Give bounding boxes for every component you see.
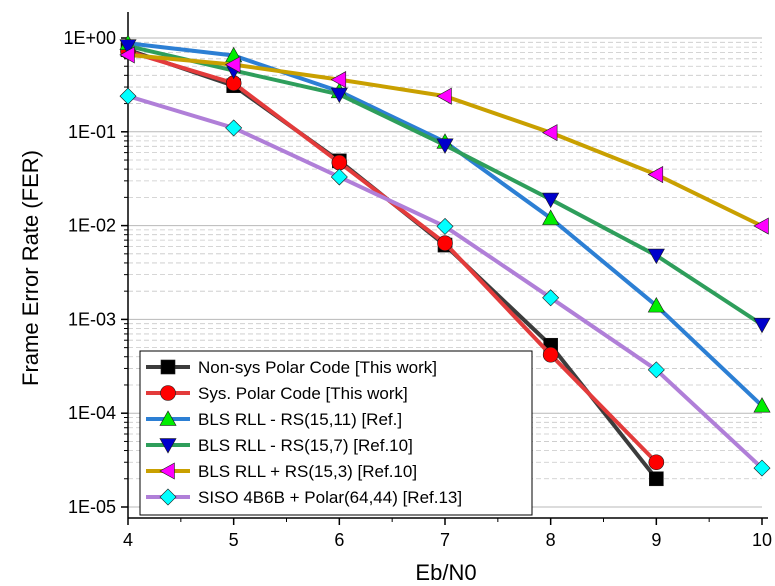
series-6 — [119, 87, 771, 477]
legend-box — [139, 350, 533, 516]
legend-entry: BLS RLL + RS(15,3) [Ref.10] — [146, 462, 417, 481]
data-point — [224, 56, 241, 74]
series-plot-area — [119, 34, 771, 487]
data-point — [119, 39, 137, 55]
legend-label: SISO 4B6B + Polar(64,44) [Ref.13] — [198, 488, 462, 507]
legend-entry: BLS RLL - RS(15,7) [Ref.10] — [146, 436, 413, 455]
data-point — [647, 361, 665, 379]
data-point — [542, 192, 560, 209]
legend-marker — [159, 410, 177, 426]
data-point — [119, 46, 135, 64]
y-tick-label: 1E-05 — [68, 497, 116, 517]
data-point — [541, 124, 558, 142]
legend-entry: SISO 4B6B + Polar(64,44) [Ref.13] — [146, 488, 462, 507]
y-tick-label: 1E+00 — [63, 28, 116, 48]
x-tick-label: 5 — [229, 530, 239, 550]
data-point — [330, 87, 348, 104]
legend: Non-sys Polar Code [This work] Sys. Polar… — [139, 350, 533, 516]
series-line — [127, 44, 764, 327]
y-tick-label: 1E-04 — [68, 403, 116, 423]
data-point — [753, 397, 771, 413]
legend-entry: Sys. Polar Code [This work] — [146, 384, 408, 403]
legend-label: Non-sys Polar Code [This work] — [198, 358, 437, 377]
data-point — [225, 119, 243, 137]
x-axis-title: Eb/N0 — [415, 560, 476, 585]
x-tick-label: 9 — [651, 530, 661, 550]
legend-entry: BLS RLL - RS(15,11) [Ref.] — [146, 410, 402, 429]
data-point — [649, 471, 664, 487]
legend-marker — [160, 359, 176, 375]
y-axis-title: Frame Error Rate (FER) — [18, 150, 43, 386]
y-tick-label: 1E-02 — [68, 216, 116, 236]
series-4 — [119, 39, 771, 334]
legend-marker — [159, 438, 177, 454]
data-point — [542, 209, 560, 225]
series-5 — [119, 46, 769, 235]
data-point — [647, 248, 665, 265]
x-tick-label: 6 — [334, 530, 344, 550]
data-point — [542, 289, 560, 307]
legend-label: BLS RLL + RS(15,3) [Ref.10] — [198, 462, 417, 481]
data-point — [330, 71, 347, 89]
data-point — [753, 317, 771, 334]
data-point — [436, 217, 454, 235]
data-point — [436, 138, 454, 154]
y-tick-label: 1E-01 — [68, 122, 116, 142]
data-point — [648, 454, 665, 471]
data-point — [437, 235, 453, 251]
legend-marker — [160, 385, 176, 401]
data-point — [331, 154, 348, 171]
tick-labels: 1E+00 1E-01 1E-02 1E-03 1E-04 1E-05 4 5 6 7 8 9 10 — [63, 28, 772, 550]
y-tick-label: 1E-03 — [68, 309, 116, 329]
data-point — [647, 166, 664, 184]
legend-marker — [159, 462, 175, 480]
x-tick-label: 8 — [546, 530, 556, 550]
legend-label: BLS RLL - RS(15,7) [Ref.10] — [198, 436, 413, 455]
data-point — [436, 87, 452, 105]
data-point — [647, 297, 665, 313]
data-point — [753, 459, 771, 477]
data-point — [753, 217, 769, 235]
legend-label: Sys. Polar Code [This work] — [198, 384, 408, 403]
legend-marker — [159, 488, 177, 506]
legend-label: BLS RLL - RS(15,11) [Ref.] — [198, 410, 402, 429]
data-point — [330, 168, 348, 186]
x-tick-label: 7 — [440, 530, 450, 550]
legend-entry: Non-sys Polar Code [This work] — [146, 358, 437, 377]
x-tick-label: 4 — [123, 530, 133, 550]
data-point — [119, 87, 137, 105]
x-tick-label: 10 — [752, 530, 772, 550]
data-point — [542, 346, 559, 363]
